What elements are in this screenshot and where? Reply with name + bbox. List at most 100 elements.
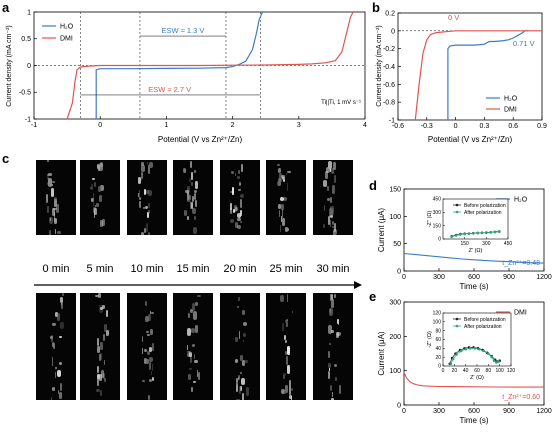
- micrograph-feature: [284, 339, 288, 343]
- micrograph-feature: [329, 342, 331, 345]
- panel-a-xtick-label: 0: [98, 122, 102, 129]
- micrograph-feature: [239, 220, 242, 223]
- panel-b-ytick-label: -0.6: [383, 82, 395, 89]
- micrograph-feature: [331, 391, 334, 397]
- micrograph-feature: [284, 391, 287, 395]
- panel-b-plot-frame: [397, 12, 543, 121]
- time-label: 15 min: [176, 263, 210, 275]
- panel-e-ytick-label: 300: [389, 299, 401, 306]
- micrograph-feature: [187, 313, 190, 318]
- micrograph-feature: [291, 388, 293, 392]
- time-label: 0 min: [42, 263, 70, 275]
- panel-d-inset-legend-marker: [455, 210, 459, 214]
- micrograph-feature: [189, 178, 191, 182]
- micrograph-feature: [192, 195, 195, 203]
- micrograph-feature: [328, 362, 331, 369]
- micrograph-feature: [331, 329, 334, 333]
- micrograph-feature: [143, 348, 147, 353]
- panel-d-inset-marker: [467, 232, 471, 235]
- micrograph-feature: [286, 294, 289, 302]
- micrograph-feature: [99, 352, 102, 360]
- micrograph-feature: [235, 398, 240, 400]
- micrograph-dmi-4: [220, 293, 260, 400]
- panel-b-ylabel: Current density (mA cm⁻²): [376, 25, 383, 107]
- micrograph-feature: [191, 302, 196, 312]
- panel-a-xtick-label: 2: [231, 122, 235, 129]
- micrograph-feature: [190, 181, 194, 187]
- panel-d-inset-legend-marker: [455, 203, 459, 207]
- micrograph-feature: [187, 328, 192, 336]
- micrograph-feature: [48, 230, 51, 235]
- micrograph-feature: [100, 370, 105, 378]
- micrograph-feature: [328, 216, 330, 225]
- micrograph-feature: [283, 196, 287, 202]
- micrograph-feature: [323, 179, 327, 188]
- panel-b-dmi-onset-label: 0 V: [448, 13, 459, 22]
- micrograph-feature: [286, 356, 289, 365]
- micrograph-feature: [148, 313, 152, 322]
- panel-d-xtick-label: 600: [468, 274, 480, 281]
- panel-d-inset-marker: [450, 235, 453, 239]
- micrograph-feature: [149, 357, 153, 362]
- panel-a-series-h2o-line: [95, 11, 263, 119]
- panel-e-inset-marker: [451, 357, 455, 361]
- micrograph-feature: [104, 378, 107, 382]
- micrograph-feature: [239, 386, 241, 394]
- micrograph-h2o-0: [36, 160, 76, 235]
- micrograph-feature: [283, 334, 286, 341]
- micrograph-h2o-4: [220, 160, 260, 235]
- micrograph-feature: [287, 345, 290, 355]
- micrograph-feature: [326, 166, 330, 173]
- panel-letter-b: b: [372, 0, 380, 15]
- micrograph-feature: [105, 330, 109, 336]
- micrograph-feature: [151, 311, 154, 314]
- micrograph-feature: [323, 224, 326, 229]
- micrograph-feature: [98, 353, 102, 362]
- micrograph-feature: [148, 379, 153, 382]
- micrograph-feature: [49, 218, 52, 221]
- micrograph-feature: [50, 397, 52, 400]
- panel-d-ytick-label: 50: [393, 241, 401, 248]
- micrograph-feature: [146, 212, 150, 218]
- panel-b-ytick-label: 0.2: [385, 10, 395, 17]
- micrograph-feature: [334, 223, 336, 232]
- micrograph-feature: [234, 207, 239, 211]
- micrograph-feature: [100, 185, 104, 192]
- micrograph-feature: [287, 228, 290, 231]
- micrograph-feature: [197, 371, 201, 381]
- panel-e-inset-ytick-label: 80: [435, 328, 441, 334]
- panel-e-xlabel: Time (s): [459, 416, 488, 425]
- panel-e-inset-legend-label: Before polarization: [464, 317, 506, 323]
- micrograph-feature: [190, 354, 192, 364]
- micrograph-feature: [286, 321, 289, 327]
- panel-b-xlabel: Potential (V vs Zn²⁺/Zn): [428, 135, 513, 144]
- micrograph-feature: [331, 294, 333, 301]
- panel-d-ylabel: Current (μA): [377, 208, 386, 253]
- panel-d-ytick-label: 150: [389, 186, 401, 193]
- micrograph-feature: [232, 186, 235, 195]
- micrograph-feature: [236, 225, 241, 230]
- panel-d-inset-marker: [489, 231, 492, 234]
- micrograph-feature: [241, 378, 245, 386]
- panel-e-inset-marker: [473, 347, 477, 350]
- micrograph-feature: [99, 389, 102, 397]
- panel-e-inset-marker: [459, 349, 463, 353]
- panel-a-esw-dmi-label: ESW ≈ 2.7 V: [148, 85, 191, 94]
- micrograph-feature: [191, 201, 194, 210]
- panel-e-transference-label: t_Zn²⁺=0.60: [502, 394, 540, 401]
- micrograph-feature: [237, 212, 242, 219]
- panel-letter-e: e: [369, 289, 376, 304]
- micrograph-feature: [52, 323, 57, 326]
- micrograph-feature: [237, 175, 240, 179]
- micrograph-feature: [94, 204, 97, 207]
- micrograph-feature: [331, 397, 335, 400]
- micrograph-feature: [291, 310, 293, 314]
- micrograph-feature: [148, 203, 150, 208]
- panel-e-inset-marker: [487, 352, 490, 355]
- micrograph-feature: [333, 161, 337, 171]
- panel-e-inset-ytick-label: 60: [435, 337, 441, 343]
- micrograph-feature: [330, 197, 332, 204]
- micrograph-feature: [144, 205, 149, 210]
- micrograph-feature: [46, 174, 49, 177]
